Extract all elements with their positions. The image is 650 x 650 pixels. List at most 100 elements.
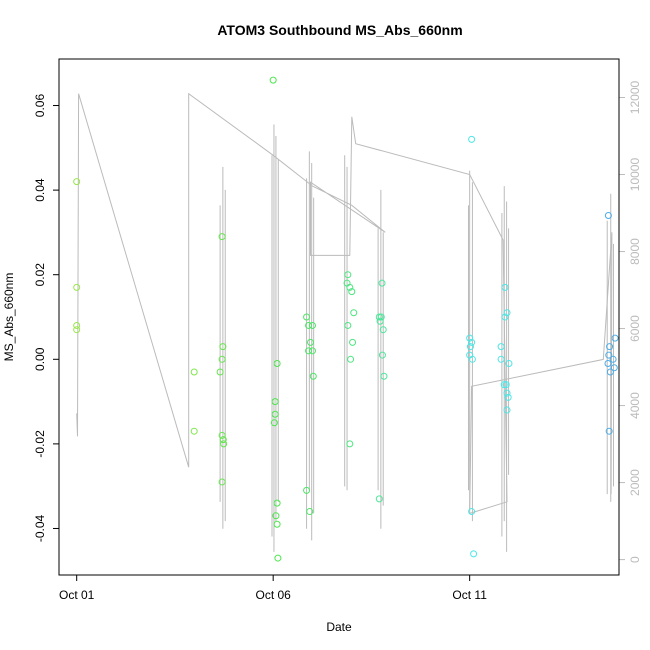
- data-points: [73, 76, 619, 562]
- data-point: [502, 381, 510, 389]
- x-axis-label: Date: [326, 620, 352, 634]
- data-point: [378, 351, 386, 359]
- data-point: [375, 313, 383, 321]
- data-point: [270, 419, 278, 427]
- data-point: [497, 343, 505, 351]
- data-point: [503, 389, 511, 397]
- y-tick-label: 0.02: [33, 263, 47, 287]
- data-point: [190, 427, 198, 435]
- data-point: [503, 406, 511, 414]
- data-point: [305, 321, 313, 329]
- data-point: [216, 368, 224, 376]
- data-point: [347, 355, 355, 363]
- y-tick-label: -0.02: [33, 430, 47, 458]
- y-tick-label: -0.04: [33, 514, 47, 542]
- data-point: [605, 351, 613, 359]
- right-tick-label: 6000: [628, 315, 642, 342]
- right-tick-label: 4000: [628, 392, 642, 419]
- data-point: [307, 338, 315, 346]
- data-point: [468, 338, 476, 346]
- data-point: [350, 309, 358, 317]
- right-tick-label: 12000: [628, 80, 642, 114]
- data-point: [273, 499, 281, 507]
- data-point: [271, 410, 279, 418]
- data-point: [271, 398, 279, 406]
- data-point: [501, 313, 509, 321]
- axes: Oct 01 Oct 06 Oct 11 -0.04 -0.02 0.00 0.02 0.04…: [33, 80, 642, 602]
- data-point: [272, 512, 280, 520]
- x-tick-label: Oct 01: [59, 588, 95, 602]
- data-point: [497, 355, 505, 363]
- data-point: [379, 326, 387, 334]
- data-point: [218, 478, 226, 486]
- data-point: [308, 347, 316, 355]
- data-point: [468, 508, 476, 516]
- y-axis-label: MS_Abs_660nm: [2, 273, 16, 362]
- right-tick-label: 10000: [628, 158, 642, 192]
- data-point: [219, 436, 227, 444]
- data-point: [378, 279, 386, 287]
- data-point: [73, 283, 81, 291]
- right-tick-label: 8000: [628, 238, 642, 265]
- data-point: [344, 321, 352, 329]
- data-point: [220, 440, 228, 448]
- data-point: [219, 343, 227, 351]
- data-point: [346, 440, 354, 448]
- data-point: [269, 76, 277, 84]
- y-tick-label: 0.06: [33, 94, 47, 118]
- data-point: [500, 381, 508, 389]
- data-point: [218, 431, 226, 439]
- data-point: [605, 427, 613, 435]
- data-point: [380, 372, 388, 380]
- data-point: [218, 233, 226, 241]
- data-point: [273, 520, 281, 528]
- data-point: [377, 313, 385, 321]
- data-point: [348, 288, 356, 296]
- data-point: [505, 360, 513, 368]
- data-point: [73, 321, 81, 329]
- data-point: [501, 283, 509, 291]
- data-point: [73, 178, 81, 186]
- data-point: [190, 368, 198, 376]
- altitude-line: [76, 92, 613, 515]
- data-point: [303, 313, 311, 321]
- data-point: [309, 372, 317, 380]
- data-point: [611, 334, 619, 342]
- data-point: [606, 343, 614, 351]
- data-point: [466, 334, 474, 342]
- data-point: [604, 360, 612, 368]
- data-point: [273, 360, 281, 368]
- data-point: [218, 355, 226, 363]
- data-point: [344, 271, 352, 279]
- data-point: [346, 283, 354, 291]
- data-point: [73, 326, 81, 334]
- right-tick-label: 2000: [628, 469, 642, 496]
- y-tick-label: 0.00: [33, 347, 47, 371]
- data-point: [274, 554, 282, 562]
- data-point: [503, 309, 511, 317]
- data-point: [375, 495, 383, 503]
- data-point: [604, 211, 612, 219]
- data-point: [305, 347, 313, 355]
- data-point: [470, 550, 478, 558]
- x-tick-label: Oct 06: [255, 588, 291, 602]
- data-point: [303, 486, 311, 494]
- data-point: [468, 135, 476, 143]
- data-point: [306, 508, 314, 516]
- data-point: [349, 338, 357, 346]
- data-point: [504, 393, 512, 401]
- y-tick-label: 0.04: [33, 178, 47, 202]
- data-point: [376, 317, 384, 325]
- data-point: [466, 343, 474, 351]
- x-tick-label: Oct 11: [452, 588, 487, 602]
- data-point: [610, 364, 618, 372]
- data-point: [308, 321, 316, 329]
- right-tick-label: 0: [628, 556, 642, 563]
- data-point: [606, 368, 614, 376]
- data-point: [609, 355, 617, 363]
- plot-frame: [58, 58, 620, 576]
- chart-title: ATOM3 Southbound MS_Abs_660nm: [217, 22, 462, 38]
- data-point: [468, 355, 476, 363]
